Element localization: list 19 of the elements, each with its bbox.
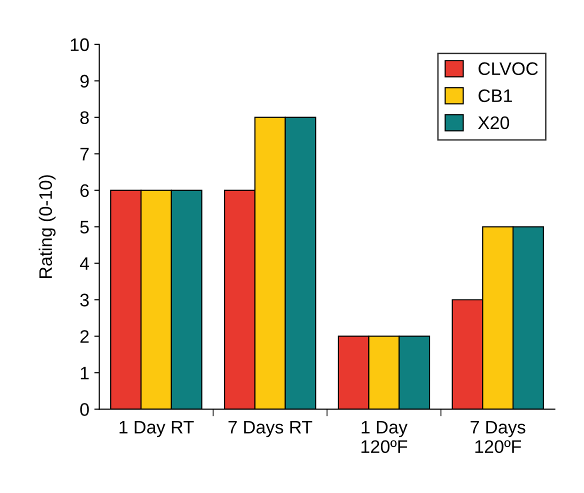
y-tick-label: 6 — [80, 184, 89, 198]
x-tick-label: 7 Days 120ºF — [470, 420, 526, 454]
y-tick-label: 0 — [80, 403, 89, 416]
y-tick-label: 3 — [80, 294, 89, 306]
legend-label: CLVOC — [478, 62, 538, 76]
x-tick-label: 7 Days RT — [228, 420, 312, 438]
y-tick-label: 8 — [80, 111, 89, 124]
y-tick-label: 1 — [80, 366, 89, 380]
y-tick-label: 4 — [80, 257, 90, 270]
legend-label: X20 — [478, 116, 510, 130]
x-tick-label: 1 Day 120ºF — [361, 420, 408, 454]
y-tick-label: 10 — [70, 38, 89, 52]
y-tick-label: 9 — [80, 74, 89, 88]
x-tick-label: 1 Day RT — [120, 420, 194, 438]
y-tick-label: 7 — [80, 148, 89, 160]
y-tick-label: 5 — [80, 220, 89, 234]
legend-label: CB1 — [478, 89, 512, 102]
y-tick-label: 2 — [80, 330, 89, 343]
y-axis-title: Rating (0-10) — [38, 175, 56, 278]
